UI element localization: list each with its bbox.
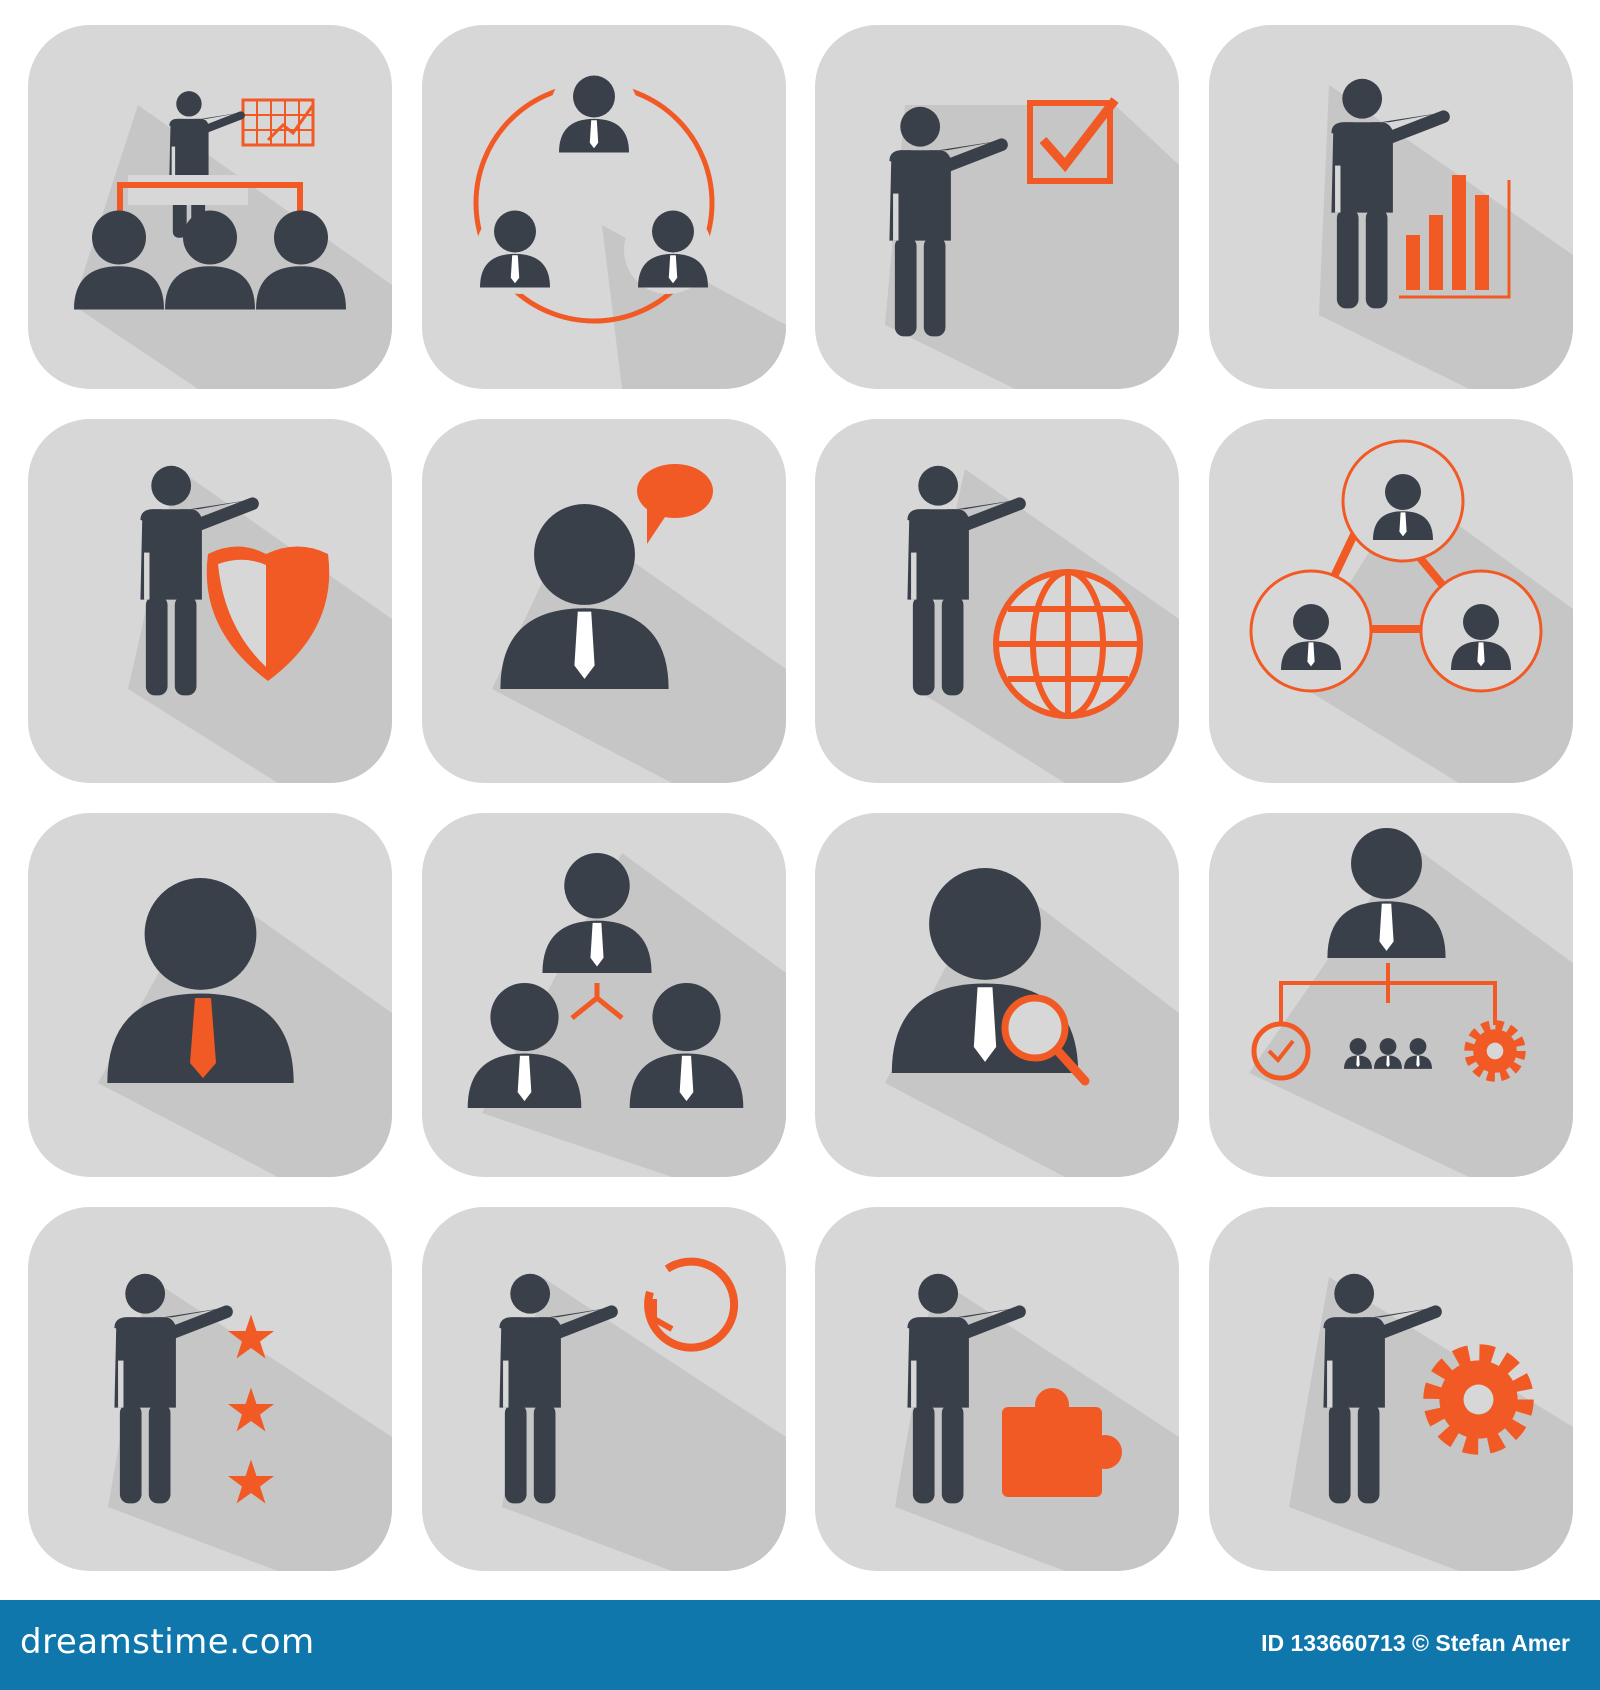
presenter-puzzle-icon [815,1207,1179,1571]
puzzle-piece-icon [1002,1388,1122,1497]
chart-grid-icon [241,98,315,147]
timer-icon [643,1257,738,1352]
globe-icon [993,569,1143,719]
team-connection-icon [421,813,786,1177]
user-search-icon [815,813,1179,1177]
presenter-gear-icon [1208,1207,1573,1571]
presenter-bar-chart-icon [1208,25,1573,389]
presentation-audience-icon [28,25,392,389]
presenter-checkbox-icon [815,25,1179,389]
network-circles-icon [1208,419,1573,783]
group-icon [1343,1038,1432,1069]
image-credit: ID 133660713 © Stefan Amer [1261,1630,1570,1656]
user-orange-tie-icon [28,813,392,1177]
speech-bubble-icon [636,464,713,544]
bar-chart-icon [1405,175,1489,290]
user-speech-bubble-icon [421,419,786,783]
team-cycle-icon [421,25,786,389]
icon-grid [28,25,1573,1571]
presenter-stars-icon [28,1207,392,1571]
magnifier-icon [1001,994,1090,1086]
presenter-timer-icon [421,1207,786,1571]
clock-check-icon [1251,1021,1310,1081]
dreamstime-logo[interactable]: dreamstime.com [20,1622,315,1662]
presenter-shield-icon [28,419,392,783]
footer-bar: dreamstime.com ID 133660713 © Stefan Ame… [0,1600,1600,1690]
org-chart-icon [1208,813,1573,1177]
presenter-globe-icon [815,419,1179,783]
